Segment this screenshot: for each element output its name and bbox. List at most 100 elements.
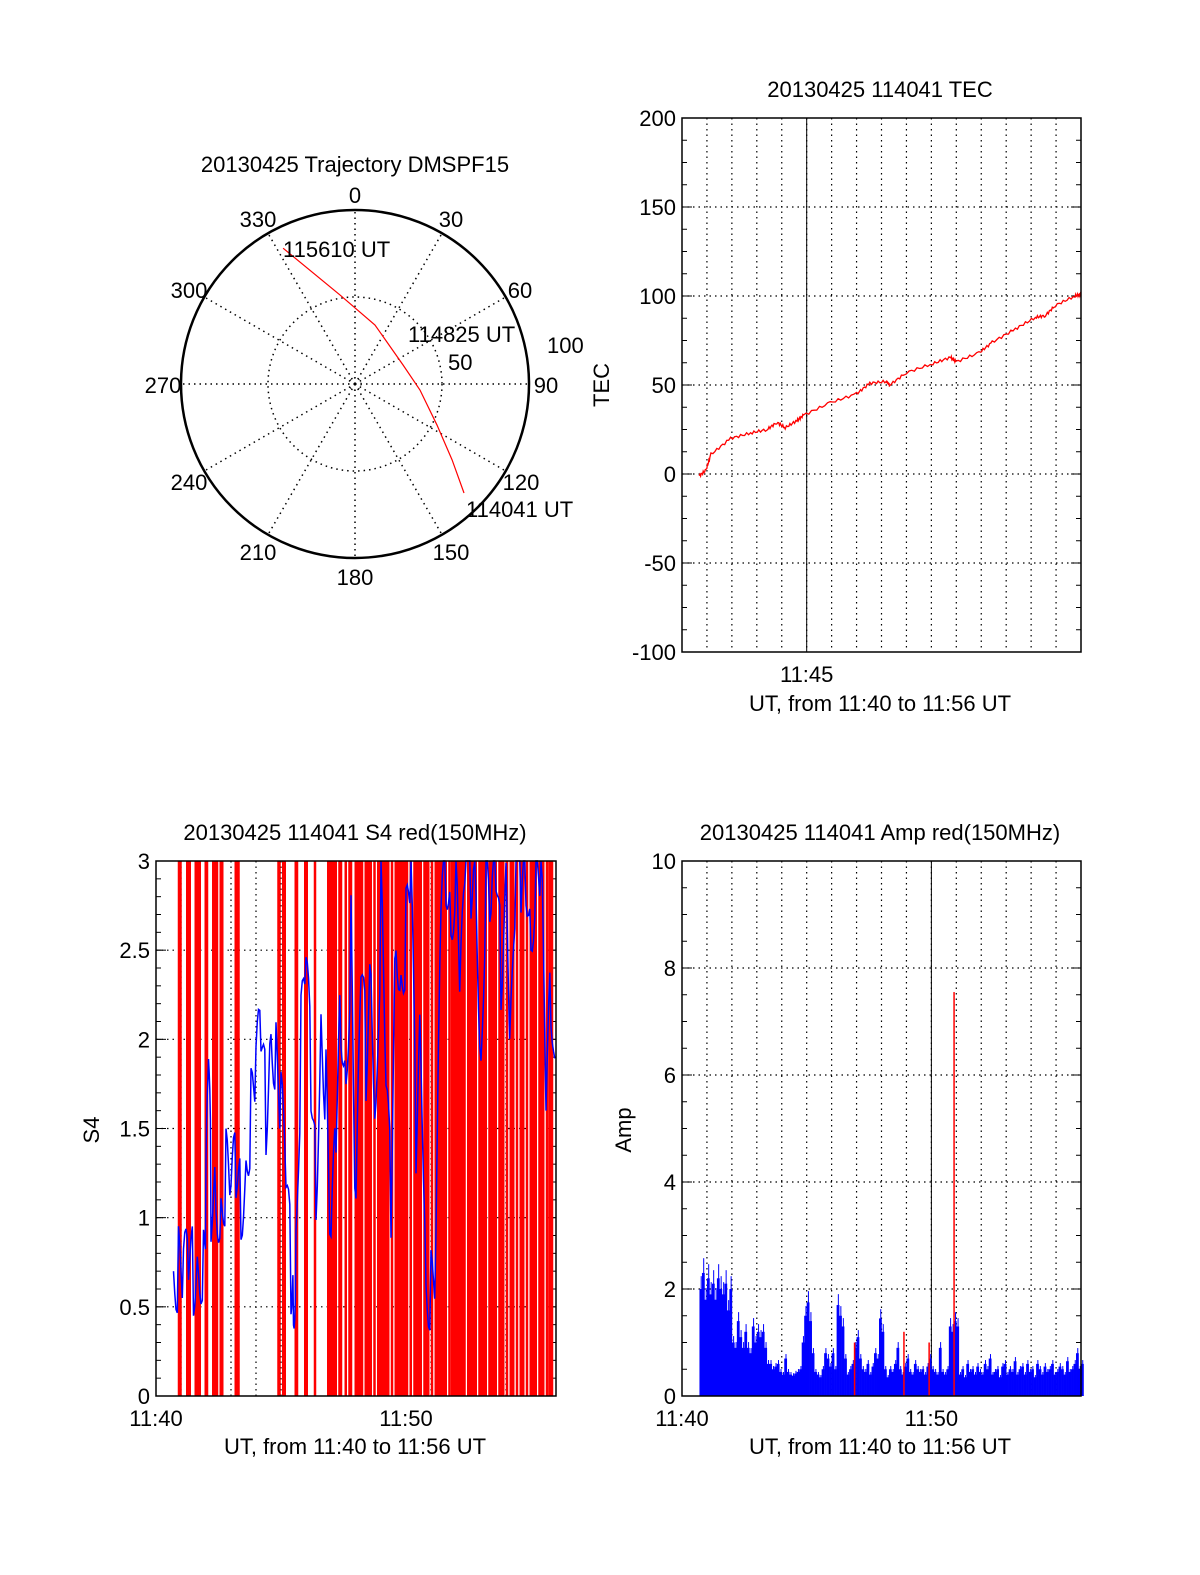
amp-bar-peak xyxy=(800,1366,802,1396)
amp-bar-peak xyxy=(1012,1369,1014,1396)
s4-red-bar xyxy=(463,861,466,1396)
amp-bar-peak xyxy=(743,1342,745,1396)
amp-bar-peak xyxy=(885,1366,887,1396)
amp-bar-peak xyxy=(720,1276,722,1396)
amp-bar-peak xyxy=(822,1366,824,1396)
s4-red-bar xyxy=(187,861,191,1396)
polar-spoke xyxy=(354,232,443,385)
s4-red-bar xyxy=(502,861,505,1396)
amp-bar-peak xyxy=(730,1276,732,1396)
polar-title: 20130425 Trajectory DMSPF15 xyxy=(201,152,509,177)
s4-ytick-label: 2 xyxy=(138,1027,150,1052)
amp-bar-peak xyxy=(728,1300,730,1396)
s4-red-bar xyxy=(427,861,430,1396)
s4-red-bar xyxy=(379,861,382,1396)
s4-red-bar xyxy=(423,861,428,1396)
amp-red-spike xyxy=(953,992,955,1396)
amp-ytick-label: 0 xyxy=(664,1384,676,1409)
s4-xtick-label: 11:50 xyxy=(379,1406,432,1431)
amp-bar-peak xyxy=(932,1366,934,1396)
s4-plot: 20130425 114041 S4 red(150MHz) UT, from … xyxy=(79,820,557,1459)
amp-bar-peak xyxy=(735,1342,737,1396)
amp-bar-peak xyxy=(795,1370,797,1396)
amp-bar-peak xyxy=(945,1372,947,1396)
amp-bar-peak xyxy=(718,1264,720,1396)
amp-ytick-label: 8 xyxy=(664,956,676,981)
s4-red-bar xyxy=(382,861,385,1396)
azimuth-label: 120 xyxy=(503,470,540,495)
amp-bar-peak xyxy=(708,1264,710,1396)
s4-red-bar xyxy=(357,861,361,1396)
tec-line xyxy=(698,291,1082,479)
s4-ytick-label: 1 xyxy=(138,1206,150,1231)
s4-red-bar xyxy=(397,861,400,1396)
amp-bar-peak xyxy=(865,1369,867,1396)
amp-xlabel: UT, from 11:40 to 11:56 UT xyxy=(749,1434,1011,1459)
amp-bar-peak xyxy=(740,1330,742,1396)
s4-red-bar xyxy=(364,861,367,1396)
amp-bar-peak xyxy=(1034,1375,1036,1396)
amp-bar-peak xyxy=(802,1336,804,1396)
amp-xtick-label: 11:50 xyxy=(905,1406,958,1431)
amp-bar-peak xyxy=(925,1372,927,1396)
s4-red-bar xyxy=(221,861,224,1396)
amp-bar-peak xyxy=(770,1360,772,1396)
amp-bar-peak xyxy=(907,1354,909,1396)
amp-bar-peak xyxy=(1072,1366,1074,1396)
tec-frame xyxy=(681,117,1082,653)
amp-bar-peak xyxy=(753,1318,755,1396)
s4-red-bar xyxy=(498,861,503,1396)
amp-bar-peak xyxy=(1009,1366,1011,1396)
amp-bar-peak xyxy=(723,1282,725,1396)
s4-red-bar xyxy=(178,861,182,1396)
amp-bar-peak xyxy=(857,1330,859,1396)
amp-bar-peak xyxy=(987,1366,989,1396)
amp-bar-peak xyxy=(877,1354,879,1396)
azimuth-label: 90 xyxy=(534,373,558,398)
amp-bar-peak xyxy=(748,1342,750,1396)
amp-bar-peak xyxy=(912,1372,914,1396)
s4-red-bar xyxy=(542,861,545,1396)
polar-spoke xyxy=(203,383,356,472)
amp-bar-peak xyxy=(835,1366,837,1396)
amp-bar-peak xyxy=(778,1360,780,1396)
amp-bar-peak xyxy=(1059,1363,1061,1396)
amp-bar-peak xyxy=(910,1369,912,1396)
s4-red-bar xyxy=(439,861,442,1396)
amp-bar-peak xyxy=(805,1306,807,1396)
amp-bar-peak xyxy=(942,1369,944,1396)
s4-red-bar xyxy=(488,861,493,1396)
s4-ytick-label: 1.5 xyxy=(119,1117,150,1142)
amp-bar-peak xyxy=(999,1375,1001,1396)
amp-bar-peak xyxy=(758,1324,760,1396)
s4-red-bar xyxy=(534,861,537,1396)
amp-bar-peak xyxy=(950,1318,952,1396)
radial-label: 100 xyxy=(547,333,584,358)
trajectory-end-label: 115610 UT xyxy=(283,237,390,262)
s4-red-bar xyxy=(399,861,402,1396)
s4-red-bar xyxy=(550,861,554,1396)
amp-bar-peak xyxy=(715,1288,717,1396)
s4-red-bar xyxy=(450,861,455,1396)
amp-red-spike xyxy=(903,1331,905,1396)
s4-red-bar xyxy=(295,861,299,1396)
s4-red-bar xyxy=(467,861,470,1396)
s4-red-bar xyxy=(469,861,474,1396)
amp-bar-peak xyxy=(815,1369,817,1396)
s4-red-bar xyxy=(509,861,514,1396)
azimuth-label: 240 xyxy=(171,470,208,495)
amp-bar-peak xyxy=(890,1366,892,1396)
amp-ylabel: Amp xyxy=(611,1107,636,1152)
s4-red-bar xyxy=(334,861,337,1396)
amp-bar-peak xyxy=(845,1354,847,1396)
amp-bar-peak xyxy=(787,1369,789,1396)
polar-spoke xyxy=(267,383,356,536)
polar-grid-circle-inner xyxy=(267,296,443,472)
s4-red-bar xyxy=(384,861,389,1396)
amp-bar-peak xyxy=(842,1318,844,1396)
amp-xtick-label: 11:40 xyxy=(655,1406,708,1431)
amp-bar-peak xyxy=(915,1360,917,1396)
amp-bar-peak xyxy=(792,1373,794,1396)
s4-red-bar xyxy=(482,861,485,1396)
tec-xlabel: UT, from 11:40 to 11:56 UT xyxy=(749,691,1011,716)
